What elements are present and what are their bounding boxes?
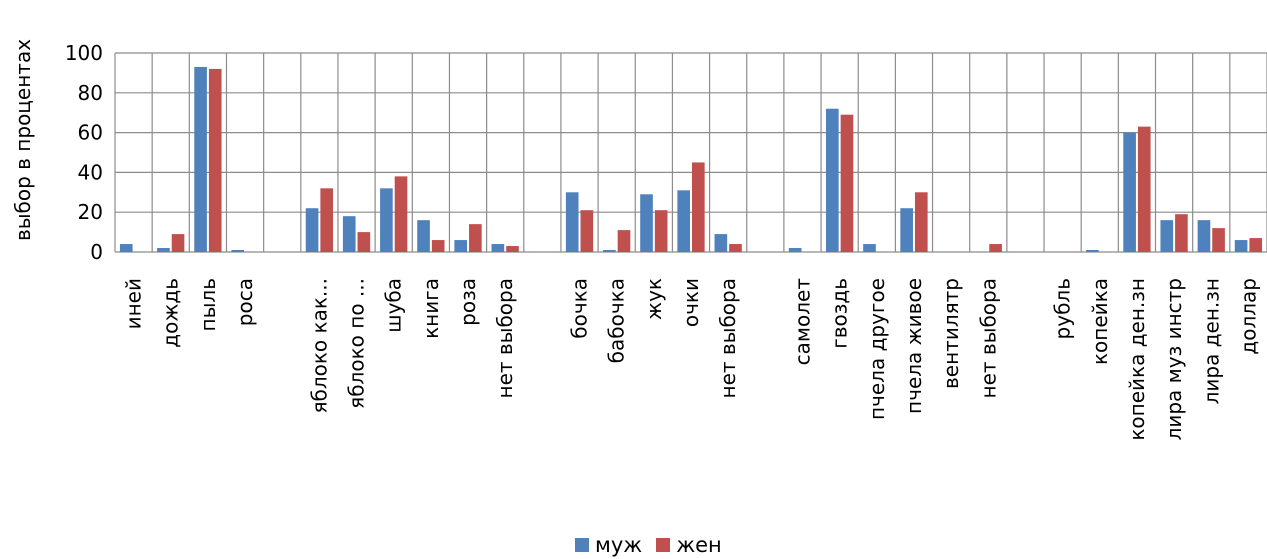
legend-item-male: муж [575,533,642,557]
y-tick-label: 0 [90,240,103,264]
bar-female [208,68,222,252]
x-category-label: очки [679,278,703,327]
x-category-label: нет выбора [976,278,1000,399]
x-category-label: нет выбора [493,278,517,399]
x-category-label: жук [642,278,666,320]
bar-female [989,244,1002,252]
x-axis-labels: иней дождь пыль роса яблоко как... яблоко по … [122,278,1261,441]
bar-female [729,244,742,252]
y-tick-label: 60 [78,121,103,145]
bar-female [357,232,371,252]
x-category-label: иней [122,278,146,329]
bar-male [1197,220,1211,252]
bar-female [171,234,185,252]
bar-male [380,188,393,252]
bar-female [1249,238,1263,252]
bar-male [231,250,245,252]
bar-male [640,194,653,252]
bar-male [417,220,430,252]
bar-female [654,210,668,252]
bar-female [1137,126,1151,252]
x-category-label: бабочка [605,278,629,363]
y-axis-label: выбор в процентах [11,39,35,241]
x-category-label: книга [419,278,443,339]
legend-label-female: жен [676,533,722,557]
bar-male [454,240,468,252]
y-axis-ticks: 0 20 40 60 80 100 [65,41,103,264]
x-category-label: копейка ден.зн [1125,278,1149,441]
legend: муж жен [575,533,736,557]
bar-male [900,208,913,252]
legend-item-female: жен [656,533,722,557]
bar-male [714,234,728,252]
y-tick-label: 40 [78,160,103,184]
legend-label-male: муж [595,533,643,557]
x-category-label: яблоко по ... [345,278,369,409]
bar-male [863,244,876,252]
x-category-label: рубль [1051,278,1075,339]
bar-male [194,66,207,253]
bar-male [1123,132,1136,252]
bar-male [305,208,319,252]
bar-male [565,192,579,252]
x-category-label: яблоко как... [307,278,331,414]
bar-male [677,190,690,252]
x-category-label: самолет [790,278,814,366]
x-category-label: нет выбора [716,278,740,399]
bar-male [788,248,802,252]
legend-swatch-male [575,538,589,552]
bar-female [394,176,408,252]
bar-male [1086,250,1099,252]
bar-male [1160,220,1174,252]
x-category-label: бочка [568,278,592,339]
bars [119,66,1263,253]
x-category-label: вентилятр [939,278,963,389]
x-category-label: гвоздь [828,278,852,349]
bar-male [826,108,839,252]
x-category-label: лира ден.зн [1199,278,1223,404]
bar-female [1175,214,1188,252]
x-category-label: роза [456,278,480,326]
bar-female [469,224,482,252]
bar-male [342,216,356,252]
x-category-label: доллар [1236,278,1260,355]
x-category-label: копейка [1088,278,1112,365]
y-tick-label: 100 [65,41,103,65]
bar-female [692,162,705,252]
x-category-label: дождь [159,278,183,348]
x-category-label: шуба [382,278,406,333]
bar-female [320,188,334,252]
bar-male [1234,240,1248,252]
x-category-label: роса [233,278,257,326]
y-tick-label: 20 [78,200,103,224]
x-category-label: пыль [196,278,220,331]
x-category-label: пчела другое [865,278,889,420]
gridlines [114,52,1267,253]
bar-female [617,230,631,252]
bar-female [1212,228,1225,252]
bar-female [914,192,928,252]
legend-swatch-female [656,538,671,552]
bar-male [603,250,616,252]
bar-female [506,246,519,252]
bar-female [840,114,854,252]
x-category-label: пчела живое [902,278,926,414]
bar-female [431,240,445,252]
bar-male [157,248,170,252]
x-category-label: лира муз инстр [1162,278,1186,440]
y-tick-label: 80 [78,81,103,105]
bar-male [491,244,505,252]
bar-female [580,210,594,252]
bar-male [119,244,133,252]
